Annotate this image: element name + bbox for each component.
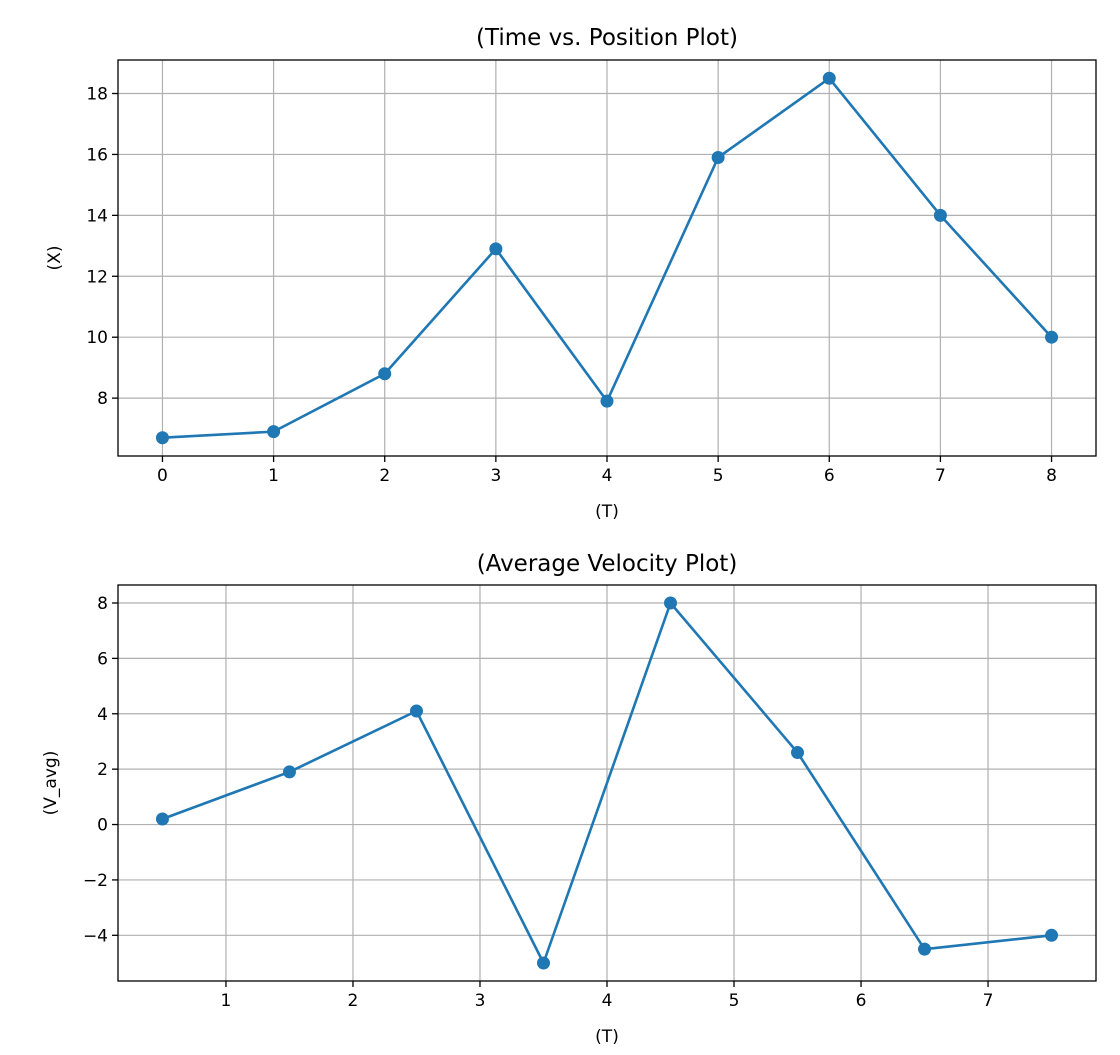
y-tick-label: 8 xyxy=(97,389,108,409)
x-tick-label: 2 xyxy=(379,466,390,486)
grid xyxy=(118,60,1096,456)
y-tick-label: 8 xyxy=(97,594,108,614)
x-tick-label: 6 xyxy=(856,991,867,1011)
x-tick-label: 8 xyxy=(1046,466,1057,486)
data-point xyxy=(489,242,503,256)
data-point xyxy=(918,942,932,956)
series-line xyxy=(161,601,1052,965)
x-axis-label: (T) xyxy=(595,502,619,522)
y-axis-label: (X) xyxy=(45,246,65,271)
data-point xyxy=(1045,928,1059,942)
plot-frame xyxy=(117,59,1097,457)
x-tick-label: 7 xyxy=(983,991,994,1011)
y-tick-label: −4 xyxy=(83,926,108,946)
x-tick-label: 1 xyxy=(268,466,279,486)
x-tick-label: 5 xyxy=(713,466,724,486)
data-point xyxy=(791,746,805,760)
y-tick-label: 10 xyxy=(86,328,108,348)
data-point xyxy=(536,956,550,970)
y-tick-label: 18 xyxy=(86,85,108,105)
x-tick-label: 2 xyxy=(348,991,359,1011)
data-point xyxy=(711,150,725,164)
data-point xyxy=(155,431,169,445)
data-point xyxy=(409,704,423,718)
x-tick-label: 5 xyxy=(729,991,740,1011)
x-axis-label: (T) xyxy=(595,1027,619,1047)
x-tick-label: 0 xyxy=(157,466,168,486)
y-tick-label: 16 xyxy=(86,145,108,165)
x-tick-label: 4 xyxy=(602,466,613,486)
data-point xyxy=(933,208,947,222)
data-point xyxy=(822,71,836,85)
chart-title: (Time vs. Position Plot) xyxy=(476,25,738,51)
velocity-chart: (Average Velocity Plot) (T) (V_avg) 1 2 3 4… xyxy=(41,551,1097,1047)
y-axis-label: (V_avg) xyxy=(41,751,61,816)
x-tick-label: 3 xyxy=(490,466,501,486)
grid xyxy=(118,585,1096,981)
data-point xyxy=(1045,330,1059,344)
y-tick-label: 4 xyxy=(97,705,108,725)
chart-title: (Average Velocity Plot) xyxy=(477,551,738,577)
y-tick-label: 12 xyxy=(86,267,108,287)
data-point xyxy=(267,425,281,439)
y-tick-label: 6 xyxy=(97,649,108,669)
x-tick-label: 1 xyxy=(221,991,232,1011)
y-tick-label: 14 xyxy=(86,206,108,226)
data-point xyxy=(664,596,678,610)
y-tick-label: −2 xyxy=(83,871,108,891)
y-tick-label: 2 xyxy=(97,760,108,780)
x-tick-label: 6 xyxy=(824,466,835,486)
x-tick-label: 4 xyxy=(602,991,613,1011)
data-point xyxy=(378,367,392,381)
y-tick-label: 0 xyxy=(97,816,108,836)
plot-frame xyxy=(117,584,1097,982)
x-tick-label: 3 xyxy=(475,991,486,1011)
x-tick-label: 7 xyxy=(935,466,946,486)
data-point xyxy=(600,394,614,408)
data-point xyxy=(282,765,296,779)
data-point xyxy=(155,812,169,826)
